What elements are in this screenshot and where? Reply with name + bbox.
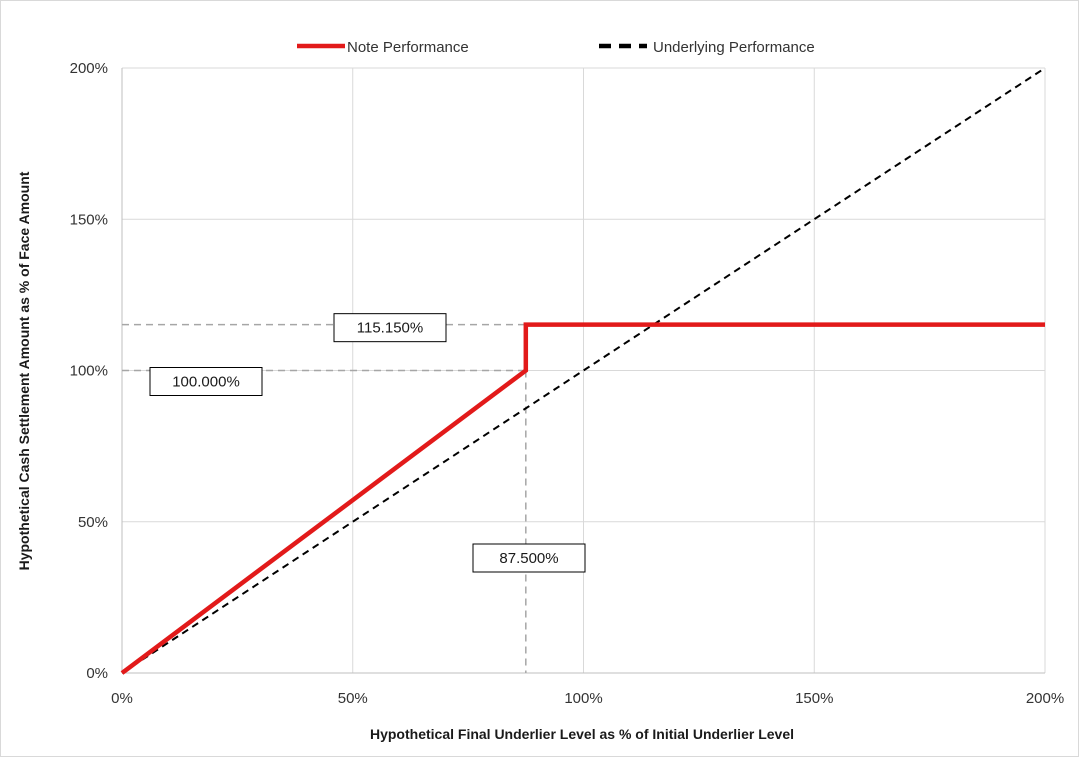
legend: Note Performance Underlying Performance bbox=[297, 39, 815, 56]
y-tick-label: 100% bbox=[70, 363, 108, 380]
y-tick-label: 50% bbox=[78, 514, 108, 531]
y-tick-label: 0% bbox=[86, 665, 108, 682]
x-tick-label: 200% bbox=[1026, 690, 1064, 707]
y-tick-label: 150% bbox=[70, 211, 108, 228]
annotation-115-label: 115.150% bbox=[357, 320, 423, 337]
legend-note-performance-label: Note Performance bbox=[347, 39, 469, 56]
annotation-87-5-label: 87.500% bbox=[499, 550, 558, 567]
y-axis-title: Hypothetical Cash Settlement Amount as %… bbox=[16, 171, 32, 570]
guide-lines bbox=[122, 323, 527, 673]
series-line-note-performance bbox=[120, 322, 1045, 675]
x-axis-title: Hypothetical Final Underlier Level as % … bbox=[370, 726, 794, 742]
y-tick-label: 200% bbox=[70, 60, 108, 77]
annotation-100-box bbox=[149, 367, 263, 396]
x-tick-label: 0% bbox=[111, 690, 133, 707]
x-tick-label: 150% bbox=[795, 690, 833, 707]
annotation-87-5-box bbox=[472, 543, 586, 573]
axes: 0% 50% 100% 150% 200% 0% 50% 100% 150% 200% bbox=[70, 60, 1065, 707]
legend-underlying-performance-label: Underlying Performance bbox=[653, 39, 815, 56]
x-tick-label: 100% bbox=[564, 690, 602, 707]
series-line-underlying-performance bbox=[121, 67, 1046, 674]
annotations: 115.150% 100.000% 87.500% bbox=[149, 313, 586, 573]
annotation-100-label: 100.000% bbox=[172, 374, 240, 391]
x-tick-label: 50% bbox=[338, 690, 368, 707]
annotation-115-box bbox=[333, 313, 447, 343]
series bbox=[120, 67, 1046, 675]
